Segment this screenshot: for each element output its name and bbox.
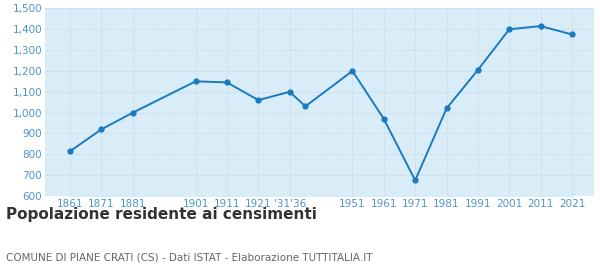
- Text: COMUNE DI PIANE CRATI (CS) - Dati ISTAT - Elaborazione TUTTITALIA.IT: COMUNE DI PIANE CRATI (CS) - Dati ISTAT …: [6, 252, 373, 262]
- Text: Popolazione residente ai censimenti: Popolazione residente ai censimenti: [6, 207, 317, 222]
